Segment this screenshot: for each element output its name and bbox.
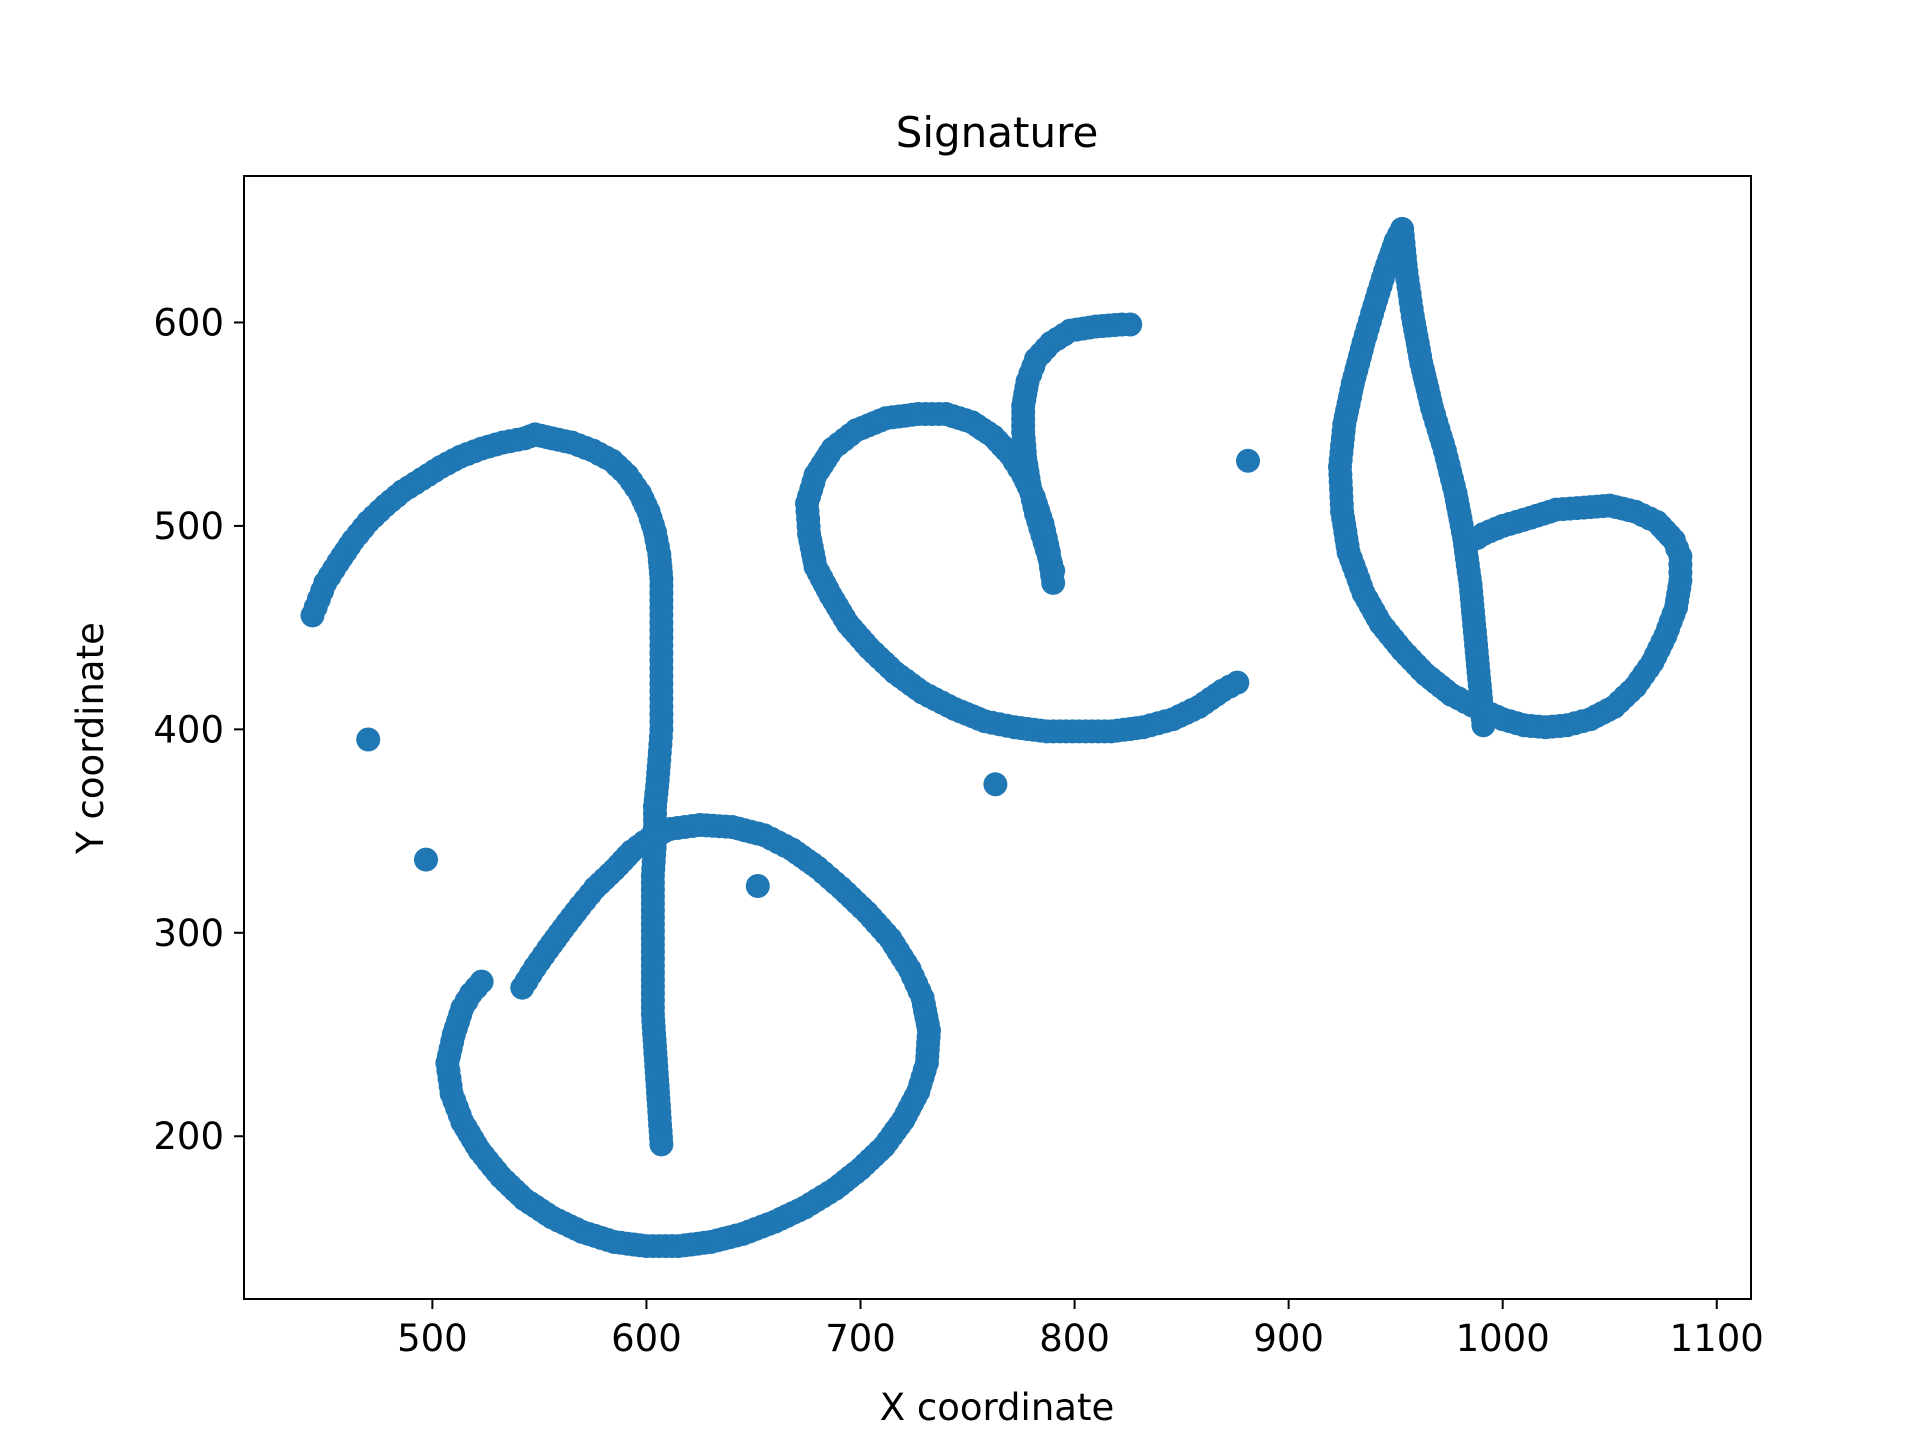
scatter-point-350 xyxy=(469,969,494,994)
x-tick-label-800: 800 xyxy=(1039,1317,1110,1360)
plot-frame xyxy=(243,175,1752,1300)
scatter-point-768 xyxy=(745,874,770,898)
y-axis-label: Y coordinate xyxy=(69,622,112,855)
y-tick-label-200: 200 xyxy=(153,1115,224,1158)
x-tick-label-1000: 1000 xyxy=(1456,1317,1550,1360)
x-tick-label-900: 900 xyxy=(1253,1317,1324,1360)
x-tick-label-500: 500 xyxy=(397,1317,468,1360)
y-axis: 200 300 400 500 600 xyxy=(153,301,244,1158)
scatter-marks xyxy=(300,216,1693,1259)
scatter-point-769 xyxy=(983,772,1008,797)
scatter-point-538 xyxy=(1118,312,1143,337)
y-tick-label-500: 500 xyxy=(153,505,224,548)
x-tick-label-700: 700 xyxy=(825,1317,896,1360)
scatter-point-491 xyxy=(1225,670,1250,695)
x-tick-label-1100: 1100 xyxy=(1670,1317,1764,1360)
scatter-point-766 xyxy=(356,727,381,752)
x-axis-label: X coordinate xyxy=(880,1386,1114,1429)
scatter-point-767 xyxy=(414,847,438,872)
y-tick-label-300: 300 xyxy=(153,912,224,955)
x-axis: 500 600 700 800 900 1000 1100 xyxy=(397,1299,1764,1360)
x-tick-label-600: 600 xyxy=(611,1317,682,1360)
scatter-point-153 xyxy=(649,1132,674,1157)
y-tick-label-600: 600 xyxy=(153,301,224,344)
y-tick-label-400: 400 xyxy=(153,708,224,751)
scatter-point-770 xyxy=(1236,448,1260,473)
chart-title: Signature xyxy=(896,108,1099,157)
scatter-point-765 xyxy=(1465,526,1489,551)
